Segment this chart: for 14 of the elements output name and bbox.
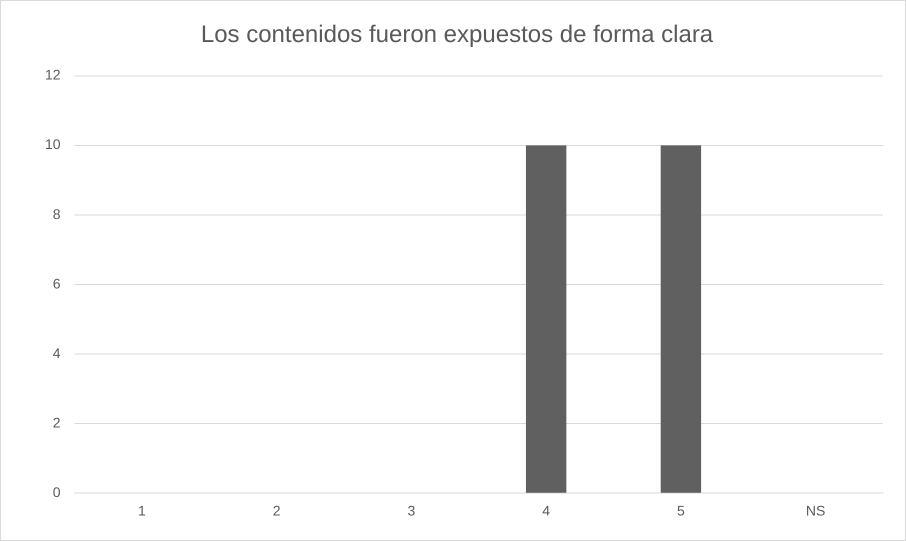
- y-tick-label: 8: [52, 206, 61, 222]
- x-tick-label: 4: [542, 502, 550, 518]
- chart-title: Los contenidos fueron expuestos de forma clara: [200, 21, 714, 48]
- y-tick-label: 4: [52, 344, 61, 361]
- x-tick-label: 3: [408, 502, 416, 518]
- y-tick-label: 6: [52, 275, 61, 292]
- x-tick-label: 5: [676, 502, 685, 518]
- y-tick-label: 10: [44, 136, 61, 152]
- y-tick-label: 0: [52, 484, 61, 500]
- y-tick-label: 2: [52, 414, 61, 430]
- x-tick-label: 2: [272, 502, 281, 518]
- y-tick-label: 12: [44, 66, 61, 83]
- x-tick-label: NS: [806, 502, 826, 518]
- x-tick-label: 1: [138, 502, 146, 518]
